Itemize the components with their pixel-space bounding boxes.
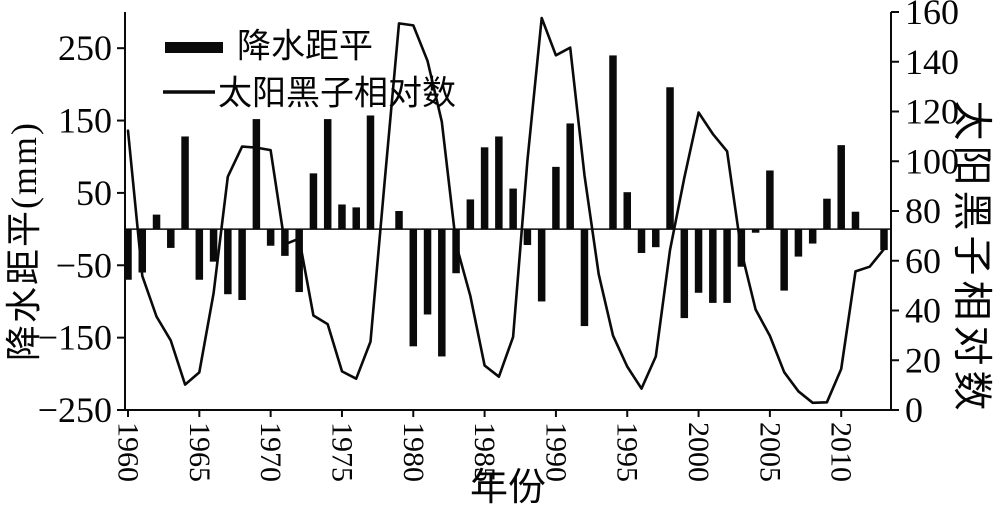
bar-1987 (509, 188, 517, 230)
x-tick-label: 2010 (825, 422, 858, 482)
bar-1989 (537, 229, 546, 302)
x-tick-label: 2005 (753, 422, 786, 482)
legend-bar-label: 降水距平 (237, 28, 373, 66)
x-tick-label: 1960 (112, 422, 145, 482)
legend-bar-swatch (165, 42, 223, 53)
bar-1977 (366, 115, 375, 230)
left-tick-label: 250 (58, 28, 112, 68)
bar-1967 (224, 229, 232, 295)
right-tick-label: 0 (905, 390, 923, 430)
right-tick-label: 100 (905, 141, 959, 181)
bar-1994 (609, 55, 617, 230)
x-tick-label: 2000 (682, 422, 715, 482)
bar-1960 (124, 229, 132, 280)
bar-1975 (338, 204, 346, 230)
bar-1988 (523, 229, 532, 246)
bar-1976 (352, 207, 360, 230)
bar-2011 (851, 211, 860, 230)
bar-2008 (808, 229, 817, 244)
left-tick-label: 150 (58, 101, 112, 141)
bar-2002 (723, 229, 731, 303)
bar-1998 (666, 87, 674, 230)
right-tick-label: 120 (905, 92, 959, 132)
bar-1999 (680, 229, 689, 319)
bars-series (124, 55, 888, 357)
bar-1970 (266, 229, 275, 246)
bar-1981 (423, 229, 432, 315)
sunspot-line (126, 16, 886, 405)
right-tick-label: 140 (905, 42, 959, 82)
bar-1966 (209, 229, 218, 262)
left-axis-title: 降水距平(mm) (4, 121, 44, 361)
bar-1986 (495, 136, 503, 230)
bar-2004 (751, 229, 760, 233)
x-axis-title: 年份 (470, 467, 546, 509)
bar-2005 (766, 170, 774, 230)
bar-1979 (395, 211, 403, 230)
bar-1961 (138, 229, 147, 273)
bar-1985 (480, 147, 489, 230)
bar-1973 (309, 173, 318, 230)
left-tick-label: −150 (38, 318, 112, 358)
bar-2006 (780, 229, 788, 291)
right-axis-title: 太阳黑子相对数 (950, 101, 995, 416)
bar-1968 (238, 229, 246, 301)
x-tick-label: 1980 (397, 422, 430, 482)
x-tick-label: 1970 (254, 422, 287, 482)
bar-1995 (623, 192, 631, 230)
bar-1991 (566, 123, 574, 230)
bar-1990 (552, 166, 560, 230)
bar-1969 (252, 119, 261, 230)
bar-2001 (709, 229, 717, 303)
legend-line-label: 太阳黑子相对数 (218, 75, 456, 113)
right-tick-label: 20 (905, 340, 941, 380)
bar-1972 (295, 229, 303, 293)
right-tick-label: 80 (905, 191, 941, 231)
x-tick-label: 1975 (325, 422, 358, 482)
bar-1996 (637, 229, 646, 253)
x-tick-label: 1990 (539, 422, 572, 482)
bar-1965 (195, 229, 204, 280)
x-tick-label: 1965 (183, 422, 216, 482)
bar-1974 (323, 119, 332, 230)
bar-2007 (794, 229, 803, 257)
right-tick-label: 160 (905, 0, 959, 32)
bar-2009 (823, 198, 831, 230)
bar-1997 (652, 229, 660, 248)
left-tick-label: −250 (38, 390, 112, 430)
bar-2010 (837, 145, 845, 230)
left-tick-label: −50 (56, 245, 112, 285)
left-axis: 250 150 50 −50 −150 −250 (38, 28, 125, 430)
bar-1980 (409, 229, 418, 347)
bar-2013 (880, 229, 888, 251)
x-axis: 1960 1965 1970 1975 1980 1985 1990 1995 2000 2005… (112, 410, 858, 482)
bar-1982 (438, 229, 446, 357)
bar-1962 (152, 214, 161, 230)
bar-1964 (181, 136, 189, 230)
left-tick-label: 50 (76, 173, 112, 213)
right-axis: 0 20 40 60 80 100 120 140 160 (891, 0, 959, 430)
bar-1963 (167, 229, 175, 248)
right-tick-label: 40 (905, 291, 941, 331)
bar-1983 (452, 229, 460, 274)
bar-1984 (466, 199, 475, 230)
x-tick-label: 1985 (468, 422, 501, 482)
x-tick-label: 1995 (611, 422, 644, 482)
bar-1992 (580, 229, 589, 327)
bar-2000 (694, 229, 703, 293)
right-tick-label: 60 (905, 241, 941, 281)
